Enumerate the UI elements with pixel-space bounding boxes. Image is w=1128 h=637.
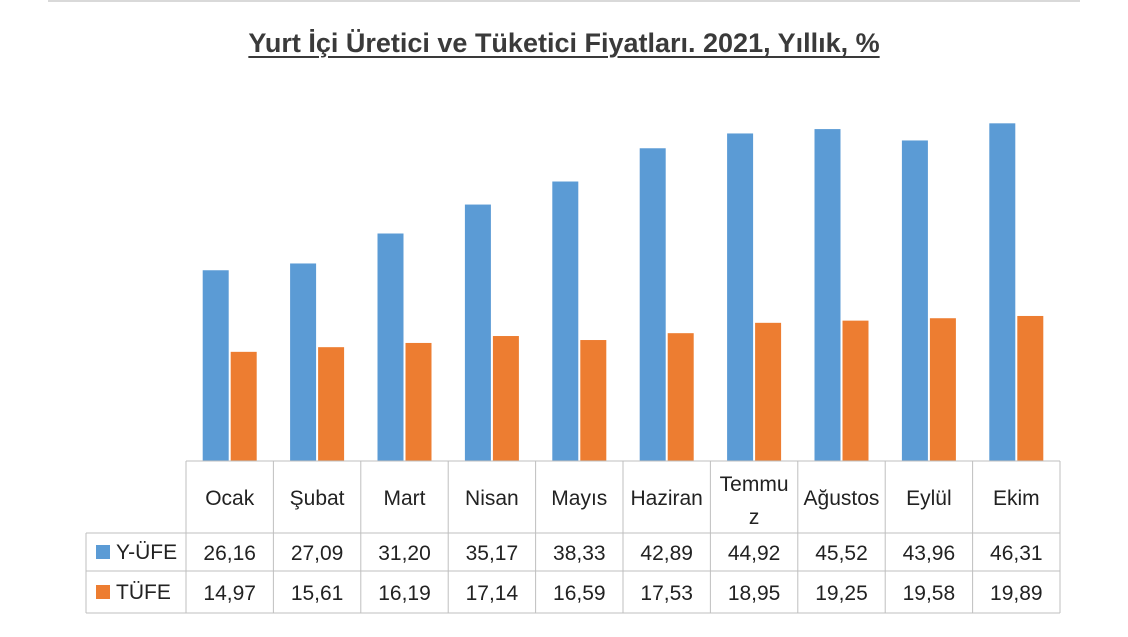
data-value-label: 19,89 [990, 582, 1043, 605]
bar-tfe-6 [668, 333, 694, 461]
category-label: Ağustos [804, 487, 880, 510]
category-label: Eylül [906, 487, 952, 510]
bar-yfe-10 [989, 123, 1015, 461]
legend-key-tfe [96, 585, 110, 599]
category-label: Şubat [290, 487, 345, 510]
bar-yfe-5 [552, 182, 578, 461]
data-value-label: 46,31 [990, 542, 1043, 565]
bar-yfe-9 [902, 140, 928, 461]
category-label: Ekim [993, 487, 1040, 510]
data-value-label: 26,16 [203, 542, 256, 565]
data-value-label: 19,58 [903, 582, 956, 605]
category-label: Haziran [631, 487, 703, 510]
data-value-label: 38,33 [553, 542, 606, 565]
data-value-label: 35,17 [466, 542, 519, 565]
data-value-label: 17,53 [640, 582, 693, 605]
bar-yfe-2 [290, 263, 316, 461]
bar-tfe-7 [755, 323, 781, 461]
bar-yfe-4 [465, 205, 491, 461]
data-value-label: 17,14 [466, 582, 519, 605]
legend-label: Y-ÜFE [116, 541, 177, 564]
legend-key-yfe [96, 545, 110, 559]
data-value-label: 43,96 [903, 542, 956, 565]
bar-tfe-3 [406, 343, 432, 461]
bars-layer [203, 123, 1044, 461]
category-label: Mart [384, 487, 426, 510]
bar-tfe-5 [580, 340, 606, 461]
data-value-label: 16,59 [553, 582, 606, 605]
data-value-label: 19,25 [815, 582, 868, 605]
bar-yfe-1 [203, 270, 229, 461]
category-label: Ocak [205, 487, 255, 510]
data-value-label: 44,92 [728, 542, 781, 565]
data-value-label: 42,89 [640, 542, 693, 565]
bar-yfe-6 [640, 148, 666, 461]
data-value-label: 18,95 [728, 582, 781, 605]
bar-tfe-8 [843, 321, 869, 461]
data-value-label: 31,20 [378, 542, 431, 565]
bar-tfe-10 [1017, 316, 1043, 461]
bar-tfe-2 [318, 347, 344, 461]
bar-tfe-1 [231, 352, 257, 461]
data-table: Ocak Şubat Mart Nisan Mayıs Haziran Temmu z Ağus… [86, 461, 1060, 613]
bar-yfe-7 [727, 133, 753, 461]
data-value-label: 15,61 [291, 582, 344, 605]
bar-tfe-9 [930, 318, 956, 461]
bar-tfe-4 [493, 336, 519, 461]
bar-yfe-3 [378, 234, 404, 462]
bar-yfe-8 [815, 129, 841, 461]
category-label: Nisan [465, 487, 519, 510]
data-value-label: 45,52 [815, 542, 868, 565]
category-label: Mayıs [551, 487, 607, 510]
legend-label: TÜFE [116, 581, 171, 604]
data-value-label: 27,09 [291, 542, 344, 565]
data-value-label: 14,97 [203, 582, 256, 605]
data-value-label: 16,19 [378, 582, 431, 605]
category-label: Temmu z [720, 473, 789, 529]
bar-chart-with-data-table: Ocak Şubat Mart Nisan Mayıs Haziran Temmu z Ağus… [0, 0, 1128, 637]
